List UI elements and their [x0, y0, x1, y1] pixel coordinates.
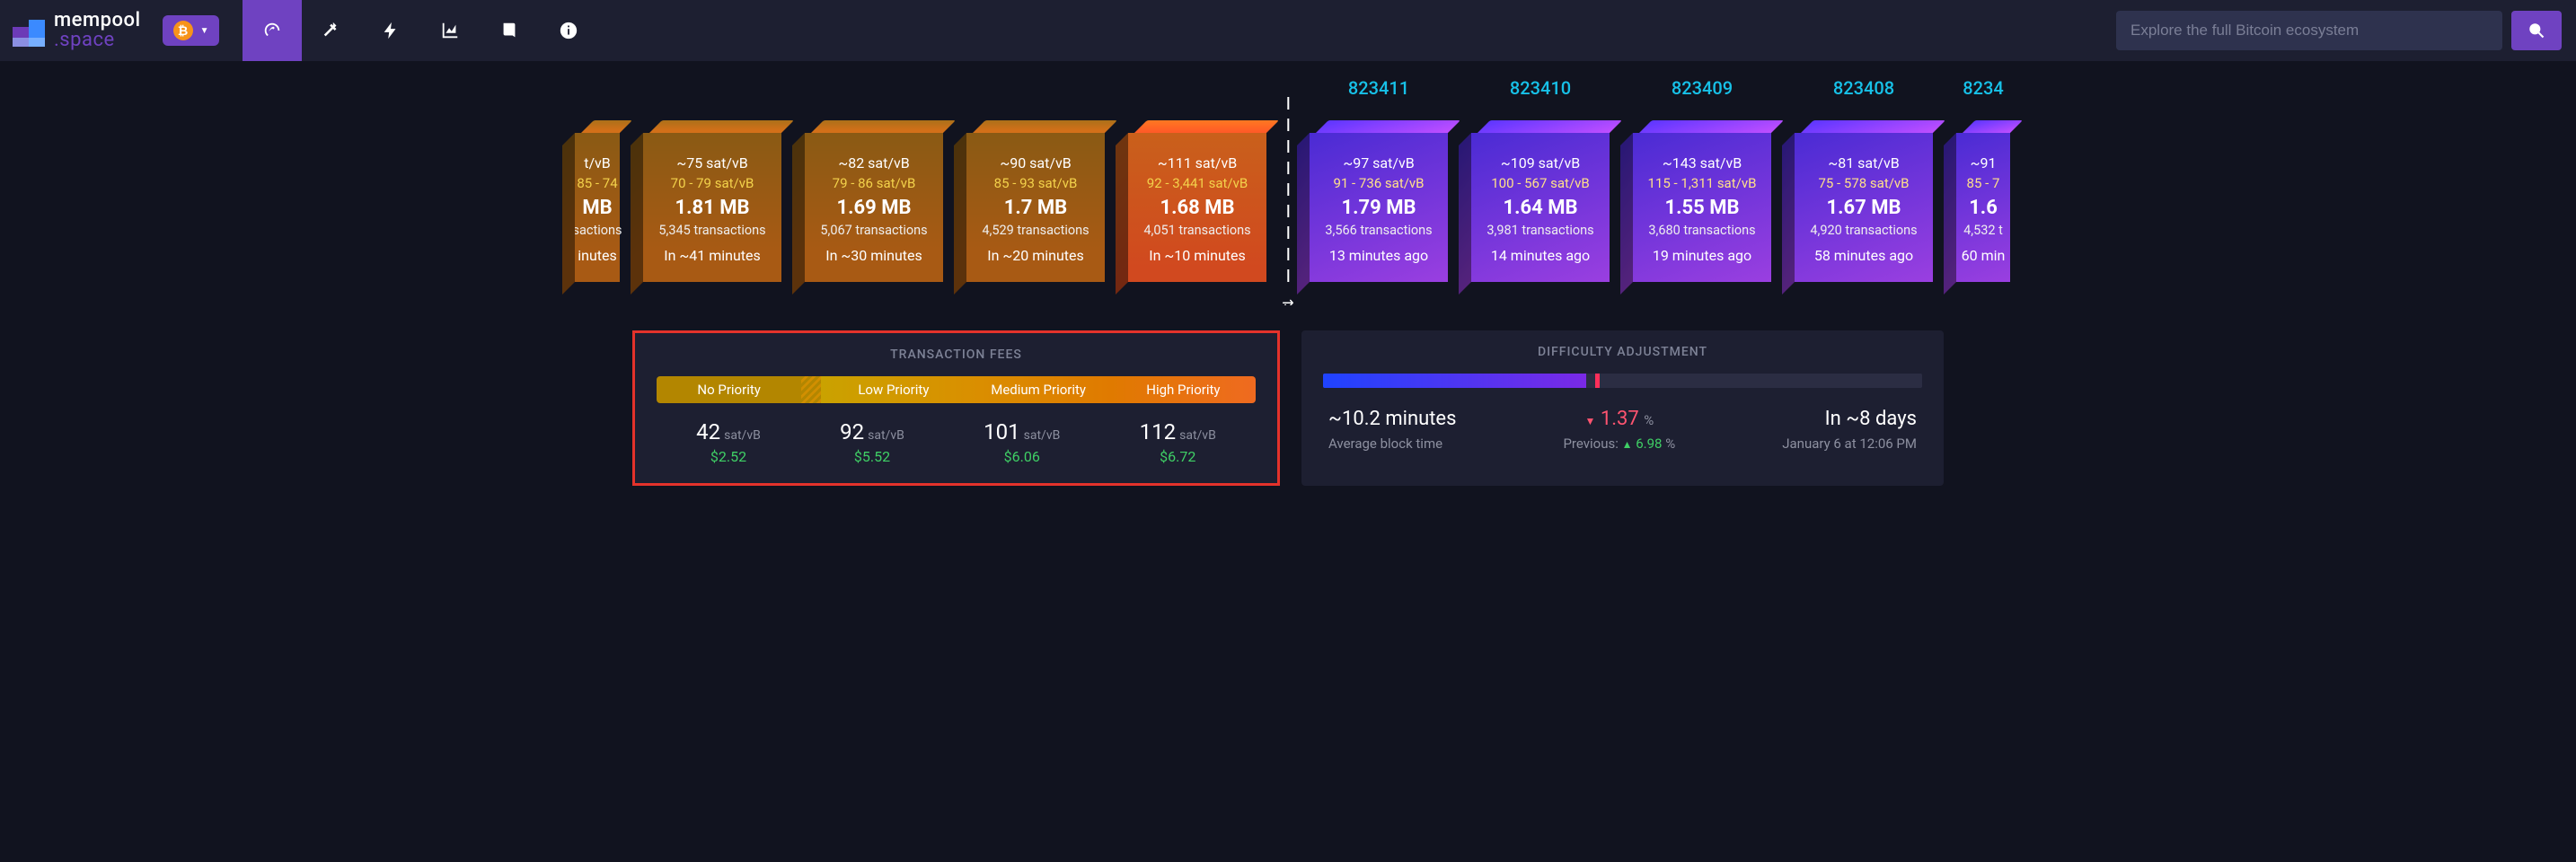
- block-strip: ~111 sat/vB 92 - 3,441 sat/vB 1.68 MB 4,…: [0, 61, 2576, 305]
- pending-block[interactable]: ~75 sat/vB 70 - 79 sat/vB 1.81 MB 5,345 …: [643, 120, 781, 282]
- fee-seg-no[interactable]: No Priority: [657, 376, 801, 403]
- chart-icon: [440, 21, 460, 40]
- hammer-icon: [322, 21, 341, 40]
- mined-block[interactable]: 823408 ~81 sat/vB 75 - 578 sat/vB 1.67 M…: [1795, 120, 1933, 282]
- fee-tier: 92sat/vB $5.52: [840, 419, 904, 465]
- block-height[interactable]: 823411: [1310, 77, 1448, 99]
- fee-seg-med[interactable]: Medium Priority: [966, 376, 1111, 403]
- block-height[interactable]: 823409: [1633, 77, 1771, 99]
- bitcoin-icon: ₿: [173, 21, 193, 40]
- block-height[interactable]: 823408: [1795, 77, 1933, 99]
- mined-block[interactable]: 8234 ~91 85 - 7 1.6 4,532 t 60 min: [1956, 120, 2010, 282]
- transaction-fees-panel: TRANSACTION FEES No Priority Low Priorit…: [632, 330, 1280, 486]
- nav-mining[interactable]: [302, 0, 361, 61]
- nav-icons: [243, 0, 598, 61]
- brand-text: mempool .space: [54, 11, 141, 50]
- nav-graphs[interactable]: [420, 0, 480, 61]
- swap-icon[interactable]: ⇄: [1282, 296, 1293, 305]
- search-input[interactable]: [2116, 11, 2502, 50]
- search-icon: [2527, 22, 2545, 40]
- gauge-icon: [262, 21, 282, 40]
- fees-title: TRANSACTION FEES: [657, 347, 1256, 362]
- bolt-icon: [381, 21, 401, 40]
- pending-block[interactable]: ~111 sat/vB 92 - 3,441 sat/vB 1.68 MB 4,…: [1128, 120, 1266, 282]
- difficulty-title: DIFFICULTY ADJUSTMENT: [1323, 345, 1922, 359]
- pending-block[interactable]: t/vB 85 - 74 MB sactions inutes: [575, 120, 620, 282]
- nav-docs[interactable]: [480, 0, 539, 61]
- strip-divider: ⇄: [1282, 97, 1293, 305]
- mined-block[interactable]: 823410 ~109 sat/vB 100 - 567 sat/vB 1.64…: [1471, 120, 1610, 282]
- pending-block[interactable]: ~82 sat/vB 79 - 86 sat/vB 1.69 MB 5,067 …: [805, 120, 943, 282]
- fee-priority-bar: No Priority Low Priority Medium Priority…: [657, 376, 1256, 403]
- difficulty-panel: DIFFICULTY ADJUSTMENT ~10.2 minutes Aver…: [1301, 330, 1944, 486]
- brand-logo-icon: [13, 14, 45, 47]
- nav-lightning[interactable]: [361, 0, 420, 61]
- difficulty-eta-ts: January 6 at 12:06 PM: [1782, 435, 1917, 452]
- block-height[interactable]: 8234: [1956, 77, 2010, 99]
- avg-block-time-label: Average block time: [1328, 435, 1456, 452]
- fee-tier: 112sat/vB $6.72: [1140, 419, 1216, 465]
- difficulty-progress-bar: [1323, 374, 1922, 388]
- fee-tier: 42sat/vB $2.52: [696, 419, 761, 465]
- search-button[interactable]: [2511, 11, 2562, 50]
- brand[interactable]: mempool .space: [13, 11, 163, 50]
- book-icon: [499, 21, 519, 40]
- fee-seg-high[interactable]: High Priority: [1111, 376, 1256, 403]
- caret-down-icon: ▼: [200, 26, 209, 36]
- fee-seg-low[interactable]: Low Priority: [821, 376, 966, 403]
- mined-block[interactable]: 823409 ~143 sat/vB 115 - 1,311 sat/vB 1.…: [1633, 120, 1771, 282]
- difficulty-eta: In ~8 days: [1782, 408, 1917, 430]
- fee-tier: 101sat/vB $6.06: [984, 419, 1060, 465]
- mined-block[interactable]: 823411 ~97 sat/vB 91 - 736 sat/vB 1.79 M…: [1310, 120, 1448, 282]
- pending-block[interactable]: ~90 sat/vB 85 - 93 sat/vB 1.7 MB 4,529 t…: [966, 120, 1105, 282]
- avg-block-time: ~10.2 minutes: [1328, 408, 1456, 430]
- info-icon: [559, 21, 578, 40]
- nav-about[interactable]: [539, 0, 598, 61]
- network-selector[interactable]: ₿ ▼: [163, 15, 220, 46]
- block-height[interactable]: 823410: [1471, 77, 1610, 99]
- nav-dashboard[interactable]: [243, 0, 302, 61]
- navbar: mempool .space ₿ ▼: [0, 0, 2576, 61]
